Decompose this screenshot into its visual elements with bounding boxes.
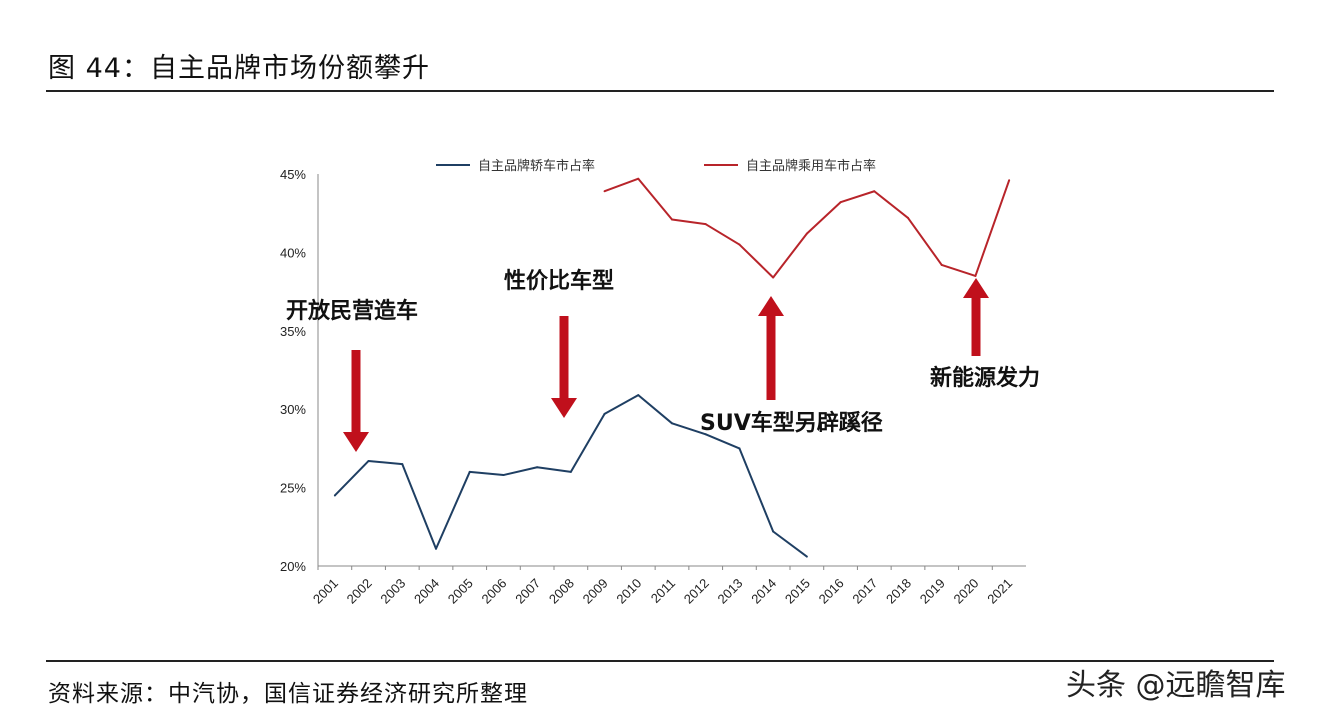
annotation-arrow-head [963,278,989,298]
y-tick-label: 30% [280,402,306,417]
footer-divider [46,660,1274,662]
x-tick-label: 2013 [714,576,745,607]
data-point [805,232,808,235]
legend-label: 自主品牌乘用车市占率 [746,158,876,174]
x-tick-label: 2001 [310,576,341,607]
data-point [772,530,775,533]
legend: 自主品牌轿车市占率 自主品牌乘用车市占率 [436,158,876,174]
y-tick-label: 45% [280,167,306,182]
annotation-arrow-head [758,296,784,316]
x-tick-label: 2017 [849,576,880,607]
data-point [974,274,977,277]
data-point [1008,179,1011,182]
watermark: 头条 @远瞻智库 [1066,668,1286,703]
data-point [603,190,606,193]
x-tick-label: 2007 [512,576,543,607]
data-point [435,547,437,550]
y-tick-label: 35% [280,324,306,339]
source-note: 资料来源：中汽协，国信证券经济研究所整理 [48,681,528,707]
annotation-arrow-head [343,432,369,452]
y-tick-label: 20% [280,559,306,574]
annotation-label: SUV车型另辟蹊径 [700,410,883,436]
x-tick-label: 2020 [950,576,981,607]
data-point [907,216,909,219]
x-tick-label: 2005 [445,576,476,607]
data-point [772,276,775,279]
x-tick-label: 2019 [917,576,948,607]
annotation-label: 新能源发力 [930,365,1040,391]
x-tick-label: 2006 [478,576,509,607]
data-point [839,201,842,204]
data-point [468,470,471,473]
x-tick-label: 2015 [782,576,813,607]
x-tick-label: 2009 [580,576,611,607]
data-point [873,190,876,193]
annotations: 开放民营造车 性价比车型 SUV车型另辟蹊径 新能源发力 [286,268,1040,452]
data-point [637,177,640,180]
x-tick-label: 2010 [613,576,644,607]
annotation-arrow-head [551,398,577,418]
data-point [333,494,336,497]
x-tick-label: 2021 [984,576,1015,607]
x-tick-label: 2011 [648,576,678,606]
series-lines [333,177,1011,558]
data-point [401,463,404,466]
title-divider [46,90,1274,92]
data-point [671,422,673,425]
x-tick-label: 2008 [546,576,577,607]
data-point [603,412,606,415]
figure-title: 图 44：自主品牌市场份额攀升 [48,53,430,84]
series-line-2 [604,177,1011,279]
data-point [569,470,572,473]
annotation-label: 开放民营造车 [286,298,418,324]
x-tick-label: 2014 [748,576,779,607]
data-point [704,223,707,226]
data-point [940,263,943,266]
axes: 20%25%30%35%40%45%2001 2002 2003 2004 2005 20… [280,167,1026,607]
x-tick-label: 2016 [816,576,847,607]
x-tick-label: 2003 [377,576,408,607]
x-tick-label: 2012 [681,576,712,607]
x-tick-label: 2018 [883,576,914,607]
data-point [637,394,640,397]
y-tick-label: 40% [280,245,306,260]
data-point [805,555,808,558]
data-point [536,466,539,469]
x-tick-label: 2004 [411,576,442,607]
data-point [367,459,370,462]
y-tick-label: 25% [280,481,306,496]
x-tick-label: 2002 [344,576,375,607]
data-point [502,474,505,477]
data-point [671,218,673,221]
legend-label: 自主品牌轿车市占率 [478,158,595,174]
data-point [738,447,741,450]
data-point [704,433,707,436]
data-point [738,243,741,246]
annotation-label: 性价比车型 [504,268,614,294]
